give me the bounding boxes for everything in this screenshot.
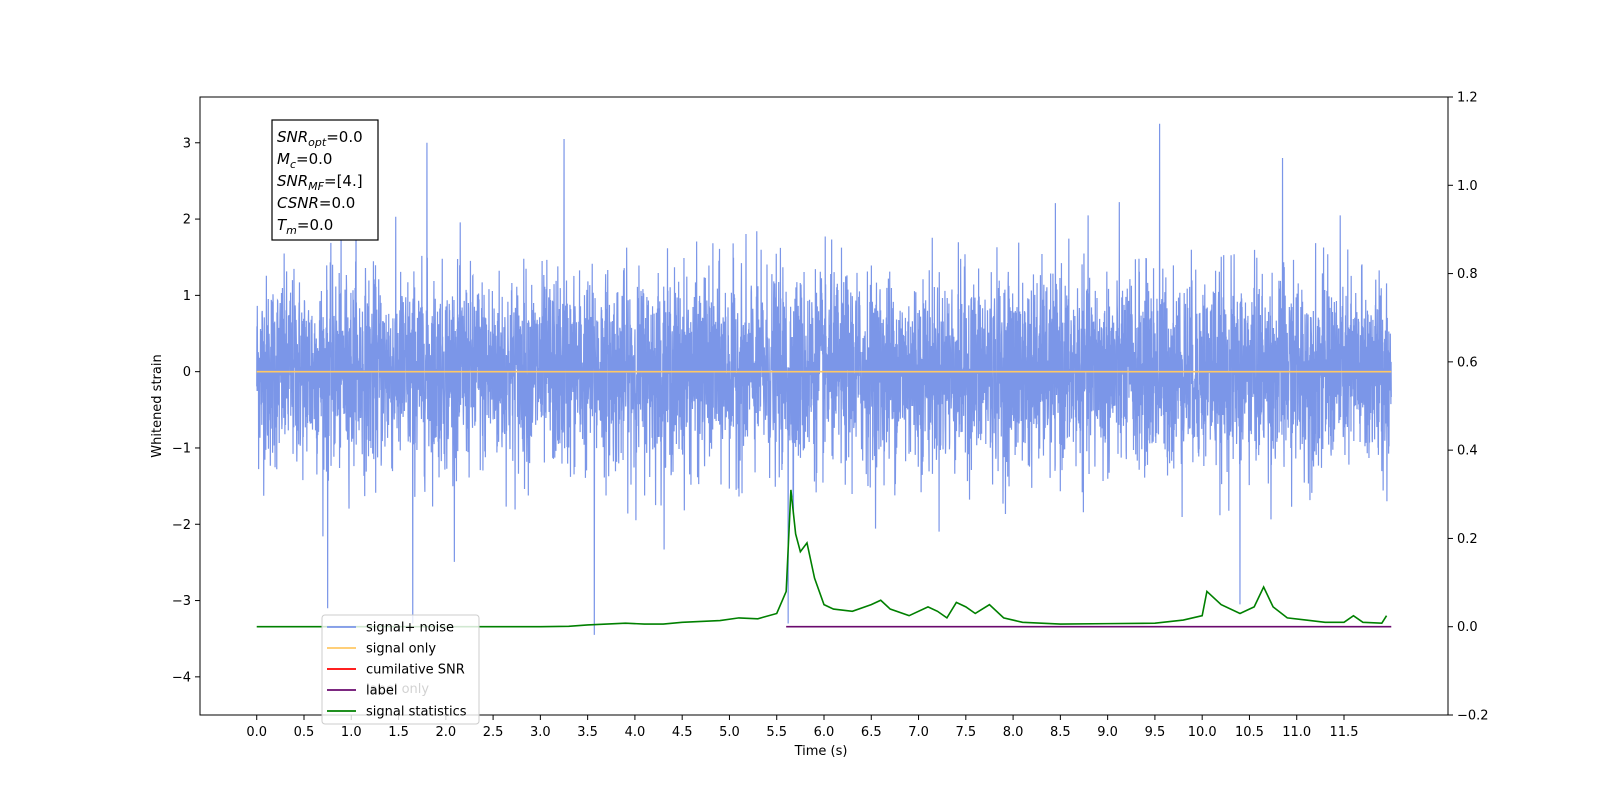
x-axis: 0.0 0.5 1.0 1.5 2.0 2.5 3.0 3.5 4.0 4.5 5.0 5.5 6.0 6… [246,715,1358,740]
y-tick-label: −2 [172,518,191,533]
x-tick-label: 9.0 [1097,725,1118,740]
series-signal-statistics-line [256,489,1388,628]
y2-tick-label: 0.4 [1457,444,1478,459]
x-tick-label: 4.0 [625,725,646,740]
y-tick-label: 2 [183,213,191,228]
y-tick-label: −1 [172,441,191,456]
y-axis: 3 2 1 0 −1 −2 −3 −4 [172,136,200,685]
x-tick-label: 3.5 [577,725,598,740]
y-tick-label: 3 [183,136,191,151]
legend-entry-label: signal only [366,642,436,657]
x-tick-label: 1.0 [341,725,362,740]
legend-entry-label: cumilative SNR [366,663,465,678]
legend-frame [321,614,480,725]
x-tick-label: 11.0 [1282,725,1311,740]
annotation-line: SNRopt=0.0 [277,128,363,149]
y2-tick-label: 1.2 [1457,91,1478,106]
x-tick-label: 6.5 [861,725,882,740]
y-tick-label: 0 [183,365,191,380]
x-tick-label: 2.5 [483,725,504,740]
y2-tick-label: 0.6 [1457,355,1478,370]
x-tick-label: 3.0 [530,725,551,740]
x-tick-label: 0.0 [246,725,267,740]
x-tick-label: 1.5 [388,725,409,740]
legend-entry-label: signal statistics [366,705,467,720]
y-tick-label: 1 [183,289,191,304]
annotation-line: CSNR=0.0 [277,194,355,212]
x-tick-label: 6.0 [814,725,835,740]
y2-tick-label: 0.8 [1457,267,1478,282]
x-tick-label: 11.5 [1330,725,1359,740]
x-tick-label: 9.5 [1145,725,1166,740]
annotation-line: Tm=0.0 [277,216,333,237]
x-tick-label: 2.0 [435,725,456,740]
x-tick-label: 8.0 [1003,725,1024,740]
x-tick-label: 5.5 [766,725,787,740]
x-tick-label: 8.5 [1050,725,1071,740]
series-layer [256,123,1392,635]
legend-entry-label: label [366,684,397,699]
x-tick-label: 10.5 [1235,725,1264,740]
annotation-frame [271,119,379,241]
y-axis-label: Whitened strain [150,354,165,457]
x-tick-label: 4.5 [672,725,693,740]
x-tick-label: 5.0 [719,725,740,740]
y-tick-label: −4 [172,670,191,685]
annotation-line: Mc=0.0 [277,150,332,171]
x-tick-label: 7.0 [908,725,929,740]
series-signal-noise-line [256,123,1392,635]
y2-tick-label: 1.0 [1457,179,1478,194]
y-tick-label: −3 [172,594,191,609]
y2-tick-label: −0.2 [1457,709,1489,724]
y2-tick-label: 0.0 [1457,620,1478,635]
y2-tick-label: 0.2 [1457,532,1478,547]
x-tick-label: 0.5 [294,725,315,740]
annotation-line: SNRMF=[4.] [277,172,363,193]
x-axis-label: Time (s) [794,744,848,759]
y2-axis: 1.2 1.0 0.8 0.6 0.4 0.2 0.0 −0.2 [1448,91,1489,724]
x-tick-label: 10.0 [1188,725,1217,740]
legend-entry-label: signal+ noise [366,621,454,636]
x-tick-label: 7.5 [955,725,976,740]
